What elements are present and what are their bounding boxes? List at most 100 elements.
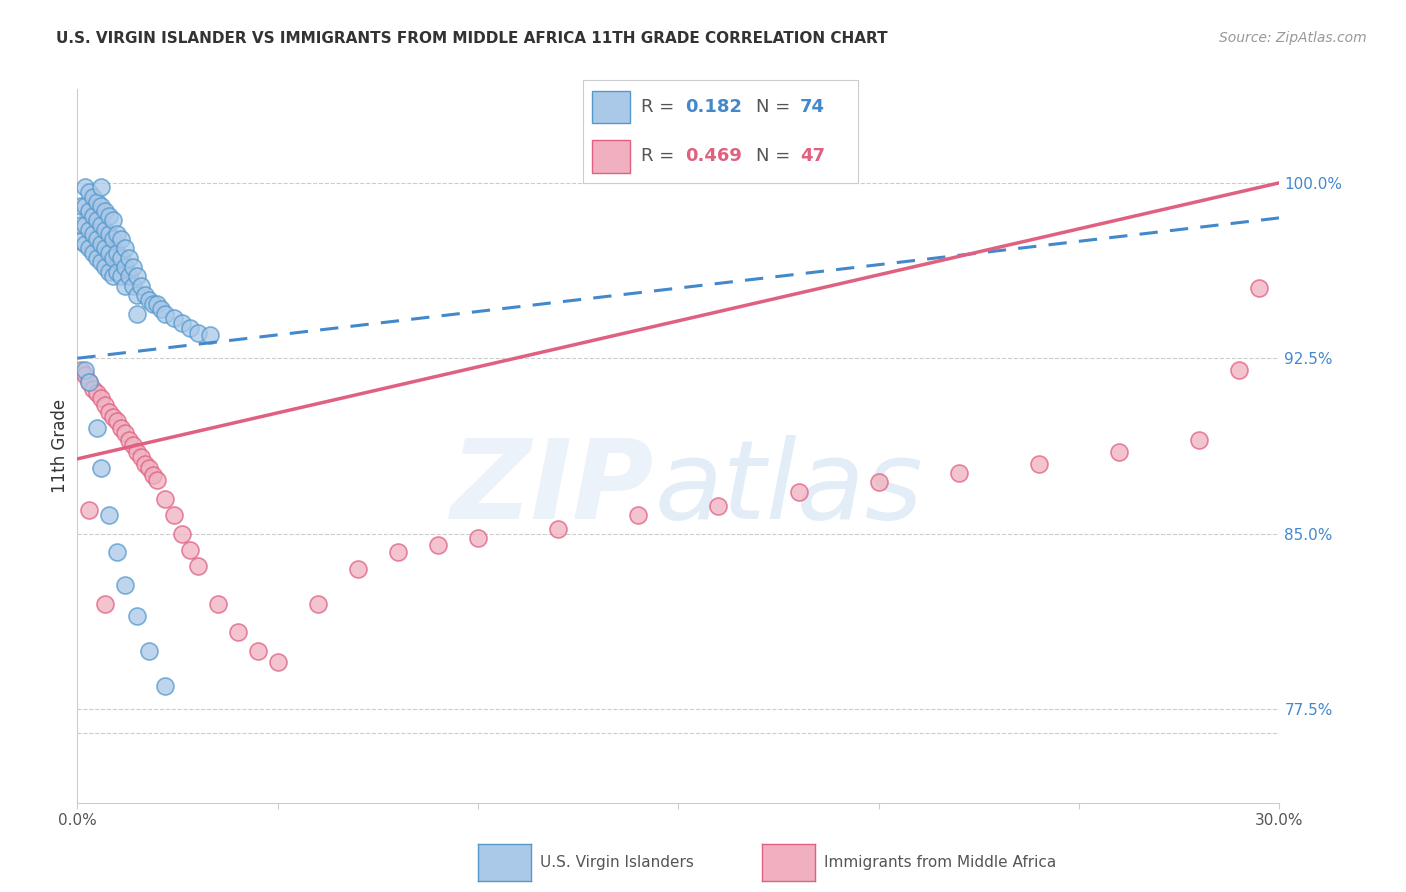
Point — [118, 251, 141, 265]
Point — [226, 625, 249, 640]
Point — [103, 251, 125, 265]
Point — [198, 327, 221, 342]
Text: atlas: atlas — [654, 435, 922, 542]
Point — [82, 209, 104, 223]
Point — [70, 199, 93, 213]
Point — [103, 409, 125, 424]
Point — [387, 545, 409, 559]
Point — [114, 241, 136, 255]
Point — [122, 438, 145, 452]
Point — [307, 597, 329, 611]
Point — [75, 363, 97, 377]
Point — [82, 190, 104, 204]
Point — [94, 260, 117, 274]
Text: R =: R = — [641, 98, 681, 116]
Point — [150, 302, 173, 317]
Point — [948, 466, 970, 480]
Point — [90, 391, 112, 405]
Point — [86, 213, 108, 227]
Point — [114, 278, 136, 293]
Point — [82, 382, 104, 396]
Point — [187, 326, 209, 340]
Point — [142, 468, 165, 483]
Point — [207, 597, 229, 611]
Text: Source: ZipAtlas.com: Source: ZipAtlas.com — [1219, 31, 1367, 45]
Point — [70, 363, 93, 377]
Point — [267, 656, 290, 670]
Point — [868, 475, 890, 490]
Point — [107, 545, 129, 559]
Point — [110, 232, 132, 246]
Point — [82, 246, 104, 260]
Point — [1188, 433, 1211, 447]
Bar — [592, 91, 630, 123]
Point — [138, 461, 160, 475]
Point — [127, 445, 149, 459]
Point — [110, 421, 132, 435]
Point — [118, 269, 141, 284]
Point — [90, 199, 112, 213]
Point — [162, 311, 184, 326]
Point — [114, 578, 136, 592]
Point — [90, 236, 112, 251]
Bar — [592, 140, 630, 173]
Point — [110, 251, 132, 265]
Point — [103, 232, 125, 246]
Point — [103, 213, 125, 227]
Text: N =: N = — [756, 98, 796, 116]
Point — [107, 414, 129, 428]
Point — [79, 375, 101, 389]
Point — [90, 180, 112, 194]
Text: ZIP: ZIP — [451, 435, 654, 542]
Point — [79, 203, 101, 218]
Point — [75, 368, 97, 382]
Point — [122, 278, 145, 293]
Point — [98, 227, 121, 242]
Point — [90, 255, 112, 269]
Text: U.S. Virgin Islanders: U.S. Virgin Islanders — [540, 855, 693, 870]
Point — [162, 508, 184, 522]
Text: U.S. VIRGIN ISLANDER VS IMMIGRANTS FROM MIDDLE AFRICA 11TH GRADE CORRELATION CHA: U.S. VIRGIN ISLANDER VS IMMIGRANTS FROM … — [56, 31, 887, 46]
Point — [98, 508, 121, 522]
Point — [134, 457, 156, 471]
Point — [107, 227, 129, 242]
Point — [1028, 457, 1050, 471]
Point — [138, 644, 160, 658]
Point — [75, 180, 97, 194]
Point — [547, 522, 569, 536]
Point — [94, 203, 117, 218]
Point — [79, 503, 101, 517]
Text: Immigrants from Middle Africa: Immigrants from Middle Africa — [824, 855, 1056, 870]
Point — [75, 236, 97, 251]
Point — [86, 194, 108, 209]
Point — [170, 316, 193, 330]
Point — [170, 526, 193, 541]
Point — [114, 260, 136, 274]
Point — [1108, 445, 1130, 459]
Point — [155, 679, 177, 693]
Point — [134, 288, 156, 302]
Point — [86, 421, 108, 435]
Point — [98, 209, 121, 223]
Point — [146, 297, 169, 311]
Point — [127, 307, 149, 321]
Text: 0.469: 0.469 — [685, 147, 742, 165]
Point — [110, 269, 132, 284]
Point — [246, 644, 269, 658]
Y-axis label: 11th Grade: 11th Grade — [51, 399, 69, 493]
Point — [90, 218, 112, 232]
Point — [131, 278, 153, 293]
Point — [70, 234, 93, 248]
Point — [94, 241, 117, 255]
Point — [707, 499, 730, 513]
Point — [94, 398, 117, 412]
Point — [79, 375, 101, 389]
Point — [79, 185, 101, 199]
Point — [79, 241, 101, 255]
Point — [187, 559, 209, 574]
Point — [94, 597, 117, 611]
Point — [86, 232, 108, 246]
Point — [787, 484, 810, 499]
Point — [114, 426, 136, 441]
Point — [179, 543, 201, 558]
